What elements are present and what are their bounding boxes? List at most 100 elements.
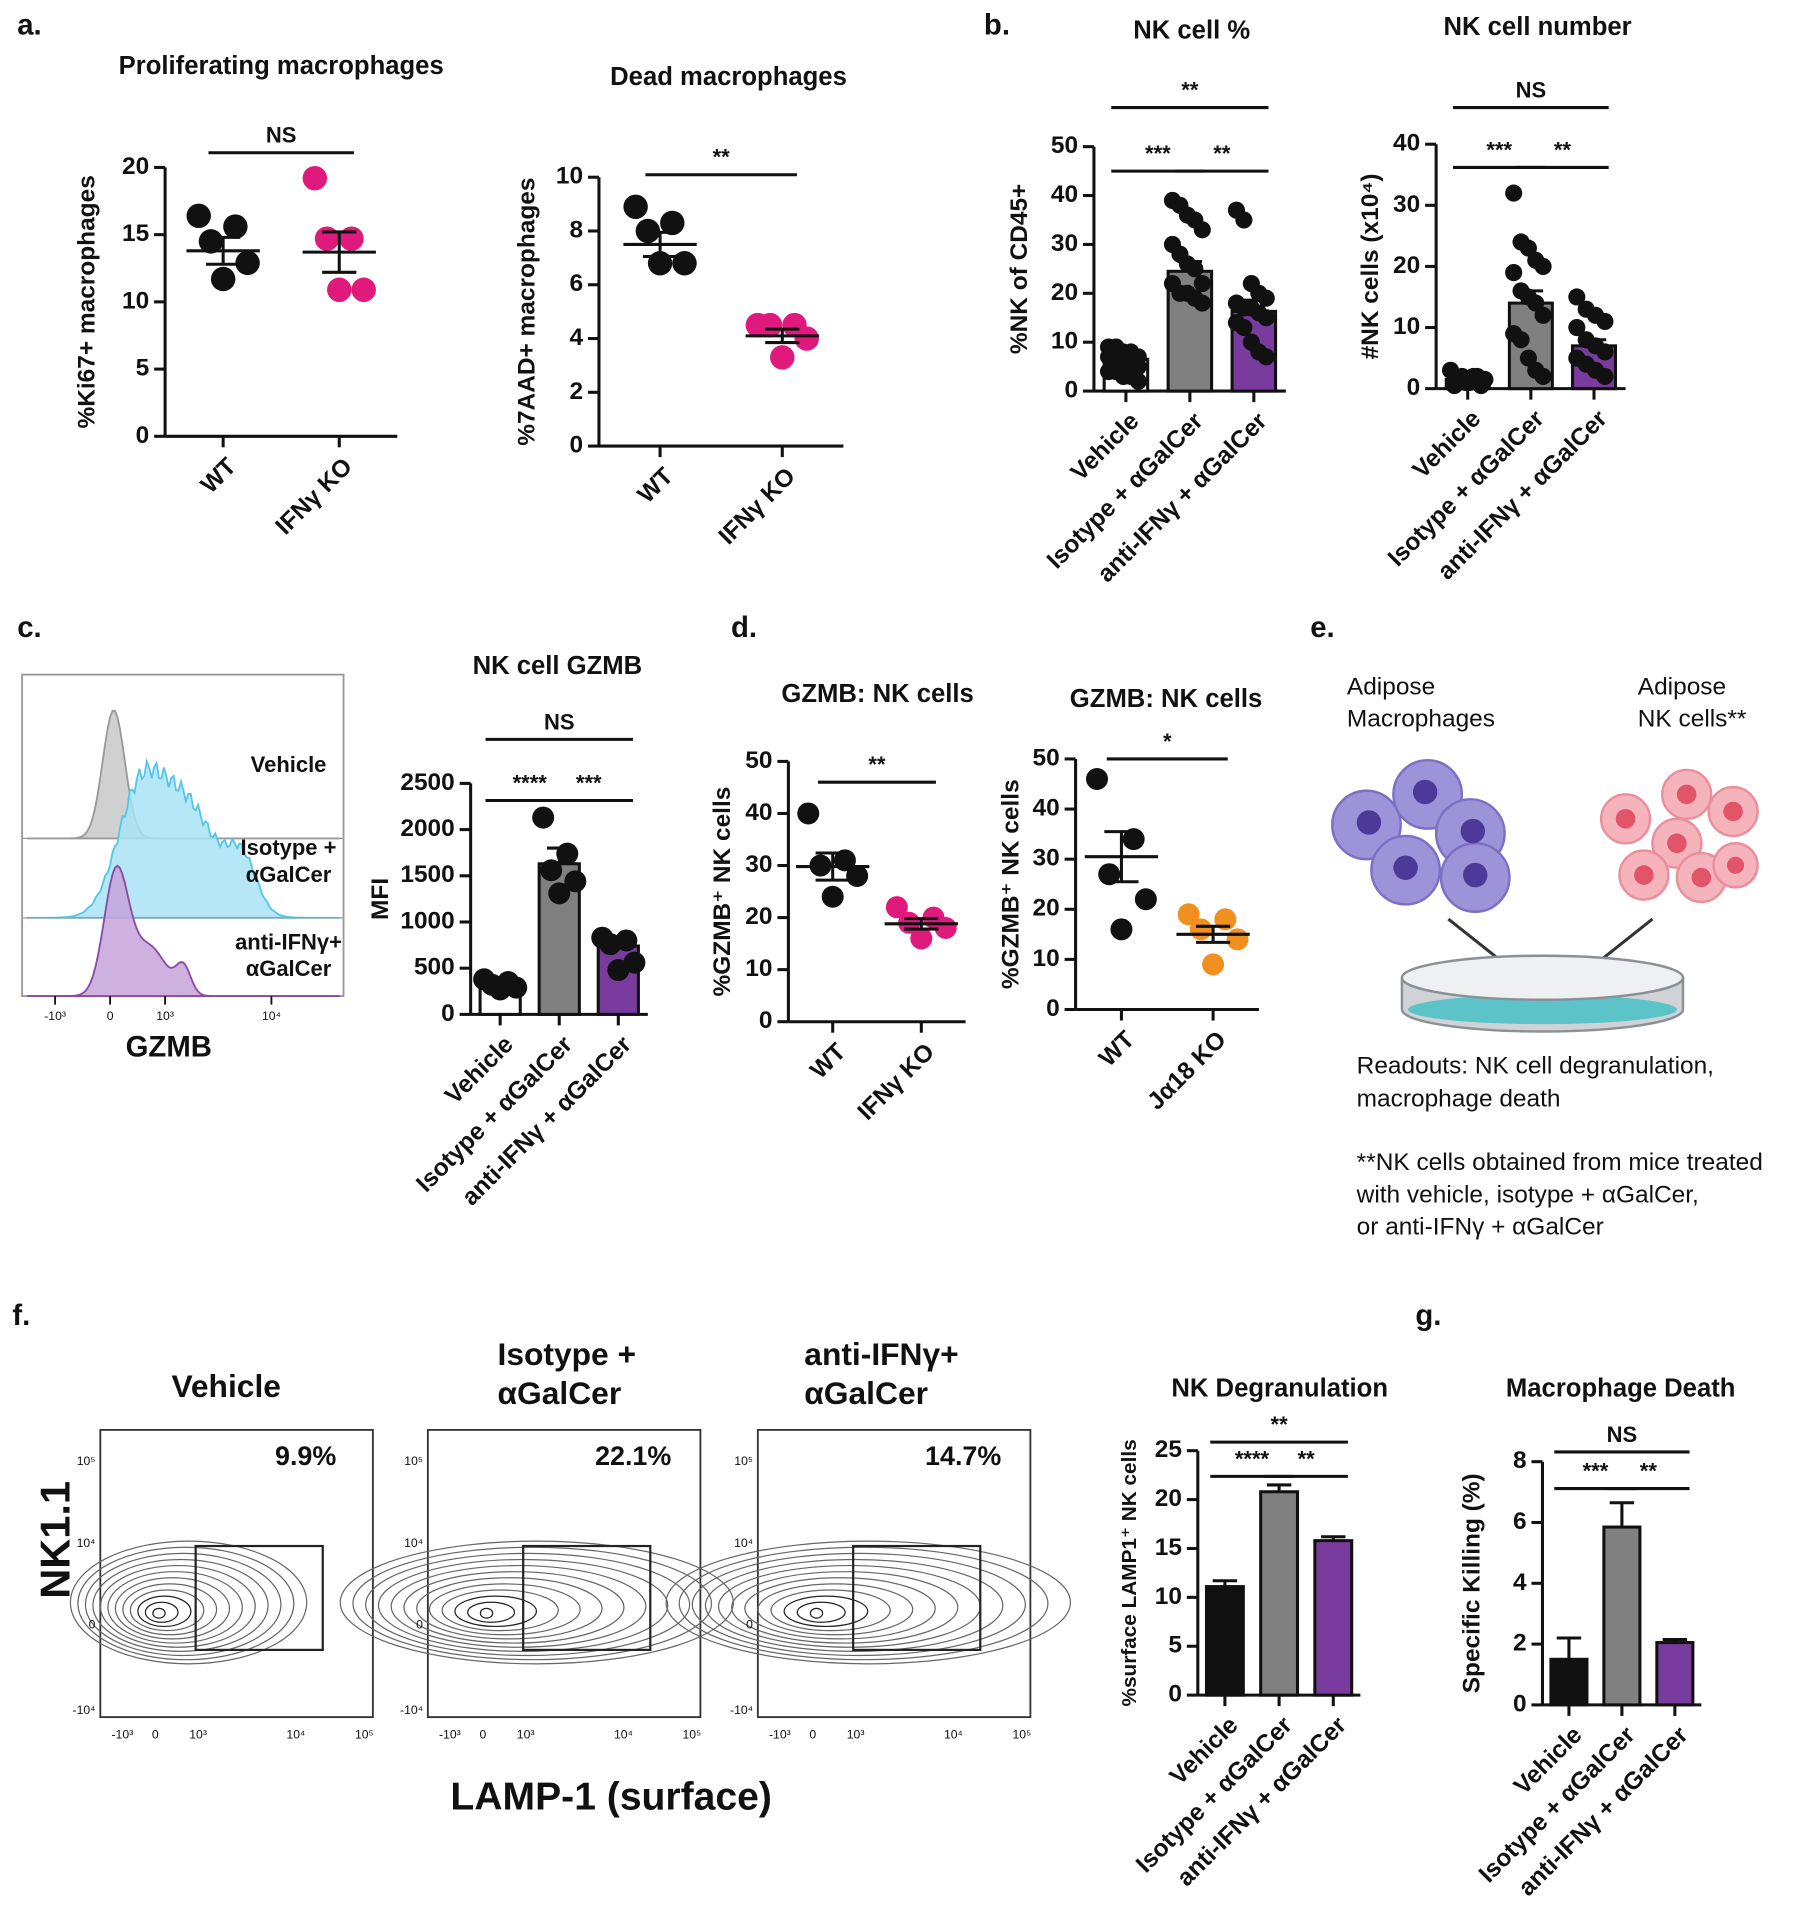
y-tick-label: 40 (745, 799, 772, 826)
contour-line (390, 1564, 647, 1648)
contour-line (744, 1577, 936, 1640)
diagram-text: Adipose (1347, 674, 1435, 701)
y-tick-label: 30 (1033, 845, 1060, 872)
y-tick-label: 15 (1155, 1534, 1182, 1561)
contour-line (416, 1577, 603, 1640)
data-point (1189, 918, 1212, 941)
chart-title: Macrophage Death (1506, 1374, 1736, 1402)
data-point (548, 882, 571, 905)
contour-line (99, 1564, 256, 1648)
significance-label: * (1163, 729, 1172, 754)
y-tick-label: -10⁴ (73, 1703, 96, 1717)
significance-label: *** (1486, 137, 1512, 162)
y-tick-label: 20 (1033, 895, 1060, 922)
macrophage-cells (1331, 758, 1511, 913)
series-label: Isotype + (241, 835, 337, 860)
contour-line (114, 1577, 231, 1640)
y-tick-label: 30 (745, 851, 772, 878)
y-tick-label: 5 (136, 355, 150, 382)
y-tick-label: 25 (1155, 1436, 1182, 1463)
error-bar (1195, 924, 1231, 944)
diagram-text: Macrophages (1347, 705, 1495, 732)
contour-line (352, 1546, 713, 1661)
bar (1313, 1539, 1354, 1697)
plot-title: Isotype + (498, 1336, 637, 1372)
diagram-text: macrophage death (1357, 1085, 1561, 1112)
significance-label: ** (1554, 137, 1572, 162)
y-tick-label: 8 (569, 216, 583, 243)
significance-label: **** (1235, 1446, 1270, 1471)
significance-label: *** (576, 770, 602, 795)
diagram-text: **NK cells obtained from mice treated (1357, 1149, 1763, 1176)
data-point (770, 345, 795, 370)
bar (1204, 1585, 1245, 1697)
y-tick-label: 40 (1393, 130, 1420, 157)
contour-line (691, 1552, 1026, 1657)
panel-label: f. (12, 1299, 30, 1332)
contour-line (107, 1571, 243, 1644)
series-label: αGalCer (246, 956, 332, 981)
data-point (757, 312, 783, 338)
y-tick-label: 10⁵ (77, 1454, 96, 1468)
data-point (1085, 768, 1108, 790)
y-tick-label: 4 (569, 324, 583, 351)
data-point (532, 806, 555, 829)
data-point (1129, 372, 1147, 390)
x-tick-label: 0 (809, 1728, 816, 1742)
contour-line (92, 1558, 269, 1652)
y-tick-label: 10 (556, 163, 583, 190)
error-bar (322, 230, 357, 274)
y-tick-label: 0 (441, 1000, 455, 1027)
y-tick-label: 10 (1033, 945, 1060, 972)
data-point (186, 203, 211, 229)
chart-title: NK cell number (1443, 13, 1631, 41)
y-tick-label: 0 (746, 1618, 753, 1632)
bar (1549, 1657, 1589, 1707)
plot-title: αGalCer (804, 1375, 928, 1411)
y-tick-label: 30 (1051, 230, 1078, 257)
panel-label: b. (984, 9, 1010, 42)
y-tick-label: 0 (759, 1007, 773, 1034)
diagram-text: Adipose (1638, 674, 1726, 701)
y-tick-label: 0 (1407, 374, 1421, 401)
significance-label: ** (1181, 77, 1199, 102)
y-axis-label: %GZMB⁺ NK cells (998, 779, 1025, 989)
error-bar (1212, 1579, 1238, 1587)
chart-title: GZMB: NK cells (781, 680, 973, 708)
diagram-shapes (1331, 758, 1759, 1033)
y-tick-label: 20 (122, 153, 149, 180)
x-axis-label: LAMP-1 (surface) (450, 1775, 771, 1818)
significance-label: ** (1213, 141, 1231, 166)
y-axis-label: %NK of CD45+ (1006, 184, 1033, 354)
y-tick-label: 0 (89, 1618, 96, 1632)
x-tick-label: 10⁵ (355, 1728, 374, 1742)
y-axis-label: MFI (367, 878, 394, 920)
significance-label: NS (266, 123, 297, 148)
data-point (314, 226, 340, 251)
contour-line (731, 1571, 959, 1644)
flow-plot-frame (426, 1429, 702, 1719)
chart-title: NK cell GZMB (473, 652, 643, 680)
gate (194, 1544, 324, 1652)
y-axis-label: NK1.1 (32, 1481, 79, 1599)
data-point (1257, 348, 1275, 366)
data-point (1193, 294, 1211, 312)
data-point (672, 251, 697, 276)
flow-plot-frame (756, 1429, 1032, 1719)
y-tick-label: 2 (569, 378, 583, 405)
y-tick-label: 40 (1051, 181, 1078, 208)
y-tick-label: 10 (745, 955, 772, 982)
error-bar (765, 327, 800, 345)
panel-label: a. (17, 9, 41, 42)
contour-line (479, 1607, 494, 1619)
data-point (1235, 318, 1253, 337)
significance-label: ** (1640, 1459, 1658, 1484)
data-point (327, 277, 352, 302)
y-axis-label: %7AAD+ macrophages (514, 178, 541, 446)
data-point (1098, 863, 1121, 886)
data-point (1505, 184, 1523, 202)
x-tick-label: -10³ (44, 1009, 66, 1023)
plot-title: anti-IFNγ+ (804, 1336, 958, 1372)
data-point (1177, 903, 1200, 926)
contour-line (403, 1571, 625, 1644)
